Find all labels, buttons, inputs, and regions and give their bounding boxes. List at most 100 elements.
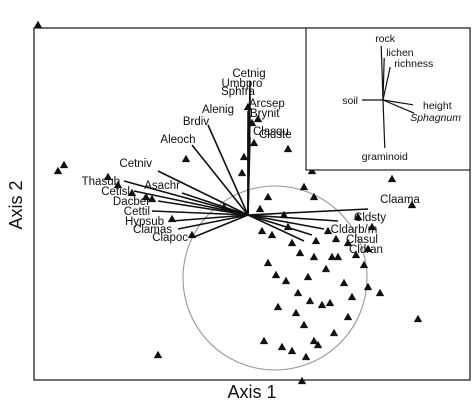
site-point — [257, 226, 267, 235]
inset-label: height — [423, 100, 452, 112]
site-point — [367, 222, 377, 231]
site-point — [255, 204, 265, 213]
inset-vector — [382, 66, 391, 101]
site-point — [283, 222, 293, 231]
species-label: Clamas — [133, 224, 172, 236]
species-label: Cldsty — [354, 212, 386, 224]
site-point — [237, 168, 247, 177]
site-point — [271, 270, 281, 279]
site-point — [273, 302, 283, 311]
species-label: Brynit — [250, 108, 280, 120]
y-axis-title: Axis 2 — [6, 180, 26, 229]
site-point — [259, 336, 269, 345]
inset-vector — [382, 99, 415, 114]
species-vector — [181, 192, 249, 216]
site-point — [325, 298, 335, 307]
site-point — [327, 252, 337, 261]
site-point — [305, 296, 315, 305]
site-point — [267, 230, 277, 239]
species-label: Sphfra — [221, 86, 255, 98]
site-point — [147, 194, 157, 203]
species-vector — [171, 214, 249, 222]
site-point — [363, 282, 373, 291]
site-point — [263, 192, 273, 201]
site-point — [219, 202, 229, 211]
site-point — [249, 138, 259, 147]
species-vector — [247, 214, 305, 242]
site-point — [247, 118, 257, 127]
inset-vector — [382, 57, 385, 101]
species-vector — [157, 200, 249, 216]
site-point — [339, 278, 349, 287]
site-point — [153, 350, 163, 359]
site-point — [309, 252, 319, 261]
site-point — [103, 172, 113, 181]
inset-label: lichen — [386, 47, 414, 59]
inset-vector — [382, 99, 414, 106]
site-point — [375, 288, 385, 297]
site-point — [413, 314, 423, 323]
site-point — [277, 342, 287, 351]
species-label: Alenig — [202, 104, 234, 116]
site-point — [297, 376, 307, 385]
site-point — [331, 234, 341, 243]
site-point — [347, 292, 357, 301]
species-vector — [247, 136, 251, 216]
site-point — [329, 328, 339, 337]
species-label: Clasqu — [253, 126, 289, 138]
inset-vectors — [362, 45, 415, 149]
site-point — [293, 288, 303, 297]
site-point — [253, 114, 263, 123]
site-point — [283, 144, 293, 153]
inset-label: richness — [394, 58, 433, 70]
species-label: Cldran — [349, 244, 383, 256]
species-vector — [207, 124, 249, 216]
site-point — [59, 160, 69, 169]
site-point — [301, 352, 311, 361]
site-point — [291, 308, 301, 317]
site-point — [407, 200, 417, 209]
equilibrium-circle — [182, 185, 368, 371]
site-point — [239, 152, 249, 161]
site-point — [181, 154, 191, 163]
species-label: Clasul — [346, 234, 378, 246]
inset-vector — [382, 99, 386, 149]
x-axis-title: Axis 1 — [227, 382, 276, 402]
site-point — [321, 264, 331, 273]
species-label: Brdiv — [183, 116, 209, 128]
species-label: Cldste — [259, 129, 292, 141]
site-point — [279, 210, 289, 219]
species-label: Cetnig — [232, 68, 265, 80]
site-point — [333, 252, 343, 261]
site-point — [343, 312, 353, 321]
species-label: Umbpro — [222, 78, 263, 90]
species-label: Clapoc — [152, 232, 188, 244]
site-point — [141, 192, 151, 201]
species-vector — [193, 214, 249, 238]
site-point — [309, 336, 319, 345]
site-point — [317, 300, 327, 309]
inset-label: rock — [375, 33, 396, 45]
site-point — [363, 244, 373, 253]
species-vector — [157, 170, 249, 216]
site-point — [309, 192, 319, 201]
species-vector — [133, 190, 249, 216]
site-point — [263, 258, 273, 267]
species-label: Claama — [380, 194, 420, 206]
species-vector — [177, 214, 249, 230]
site-point — [287, 238, 297, 247]
species-label: Cetniv — [119, 158, 152, 170]
species-vector — [191, 144, 249, 216]
site-point — [387, 174, 397, 183]
inset-label: Sphagnum — [410, 112, 461, 124]
species-vector — [247, 214, 339, 222]
inset-label: graminoid — [362, 151, 408, 163]
species-label: Thasub — [82, 176, 120, 188]
site-point — [299, 182, 309, 191]
site-point — [313, 340, 323, 349]
species-label: Asachr — [144, 180, 180, 192]
species-label: Cldarb/m — [331, 224, 378, 236]
